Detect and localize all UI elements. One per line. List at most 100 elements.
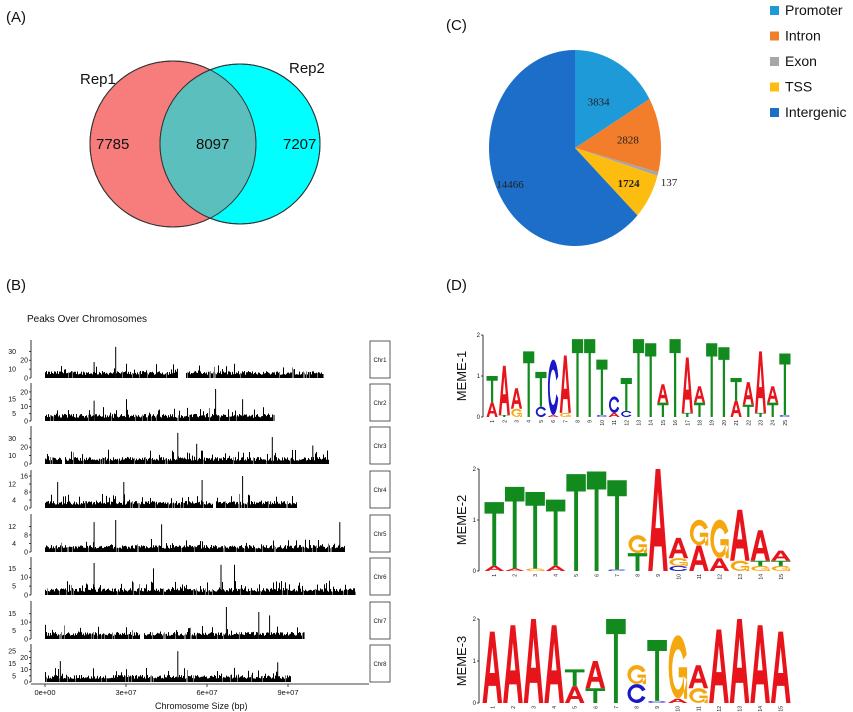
pie-data-label: 2828 [617, 135, 640, 147]
peak-bar [76, 588, 77, 595]
peak-bar [219, 501, 220, 508]
peak-bar [240, 372, 241, 378]
peak-bar [48, 590, 49, 595]
peak-bar [211, 545, 212, 552]
peak-bar [169, 589, 170, 595]
peak-bar [285, 545, 286, 552]
peak-bar [204, 590, 205, 595]
peak-bar [146, 370, 147, 378]
peak-bar [304, 547, 305, 552]
peak-bar [133, 414, 134, 421]
position-label: 20 [722, 420, 728, 426]
peak-bar [218, 415, 219, 421]
peak-bar [52, 629, 53, 639]
peak-bar [53, 373, 54, 378]
peak-bar [152, 500, 153, 508]
peak-bar [204, 675, 205, 682]
peak-bar [204, 503, 205, 508]
peak-bar [168, 588, 169, 595]
peak-bar [160, 373, 161, 378]
peak-bar [269, 414, 270, 421]
peak-bar [172, 586, 173, 595]
logo-letter-c [535, 406, 547, 417]
peak-bar [299, 632, 300, 639]
peak-bar [282, 548, 283, 552]
peak-bar [174, 503, 175, 508]
peak-bar [120, 373, 121, 378]
peak-bar [175, 503, 176, 508]
peak-bar [286, 548, 287, 552]
logo-letter-t [681, 412, 693, 417]
peak-bar [91, 546, 92, 552]
peak-bar [195, 371, 196, 378]
peak-bar [239, 494, 240, 508]
peak-bar [45, 672, 46, 682]
peak-bar [319, 372, 320, 378]
peak-bar [97, 416, 98, 421]
peak-bar [165, 458, 166, 464]
peak-bar [96, 459, 97, 464]
peak-bar [90, 373, 91, 378]
peak-bar [96, 500, 97, 508]
peak-bar [178, 677, 179, 682]
peak-bar [74, 457, 75, 464]
peak-bar [231, 587, 232, 595]
peak-bar [149, 457, 150, 464]
peak-bar [287, 632, 288, 639]
position-label: 21 [734, 420, 740, 426]
peak-bar [163, 374, 164, 378]
peak-bar [245, 586, 246, 595]
peak-bar [119, 373, 120, 378]
peak-bar [271, 460, 272, 464]
peak-bar [58, 590, 59, 595]
peak-bar [279, 676, 280, 682]
peak-bar [234, 460, 235, 464]
peak-bar [119, 547, 120, 552]
peak-bar [113, 675, 114, 682]
peak-bar [159, 633, 160, 639]
peak-bar [79, 675, 80, 682]
peak-bar [50, 457, 51, 464]
peak-bar [90, 633, 91, 639]
peak-bar [220, 632, 221, 639]
peak-bar [58, 416, 59, 421]
peak-bar [259, 634, 260, 639]
pie-slice-intron [575, 99, 661, 173]
peak-bar [81, 545, 82, 552]
peak-bar [214, 459, 215, 464]
peaks-chart: Peaks Over Chromosomes 0102030Chr1051015… [8, 314, 391, 711]
peak-bar [103, 407, 104, 421]
peak-bar [88, 372, 89, 378]
peak-bar [139, 503, 140, 508]
peak-bar [104, 458, 105, 464]
peak-bar [82, 374, 83, 378]
logo-letter-g [710, 519, 729, 559]
peak-bar [76, 675, 77, 682]
peak-bar [219, 415, 220, 421]
peak-bar [244, 635, 245, 639]
peak-bar [147, 460, 148, 464]
peak-bar [317, 373, 318, 378]
peak-bar [118, 589, 119, 595]
position-label: 15 [779, 574, 785, 580]
peak-bar [219, 587, 220, 595]
peak-bar [267, 414, 268, 421]
logo-letter-a [693, 386, 706, 403]
peak-bar [222, 582, 223, 595]
peak-bar [65, 414, 66, 421]
peak-bar [186, 634, 187, 639]
peak-bar [74, 590, 75, 595]
peak-bar [146, 584, 147, 595]
peak-bar [71, 678, 72, 682]
peak-bar [241, 504, 242, 508]
position-label: 9 [655, 706, 661, 709]
peak-bar [232, 634, 233, 639]
peak-bar [187, 632, 188, 639]
venn-outline-rep2 [159, 63, 321, 225]
peak-bar [116, 410, 117, 421]
peak-bar [161, 502, 162, 508]
peak-bar [309, 590, 310, 595]
y-tick-label: 25 [8, 649, 16, 656]
